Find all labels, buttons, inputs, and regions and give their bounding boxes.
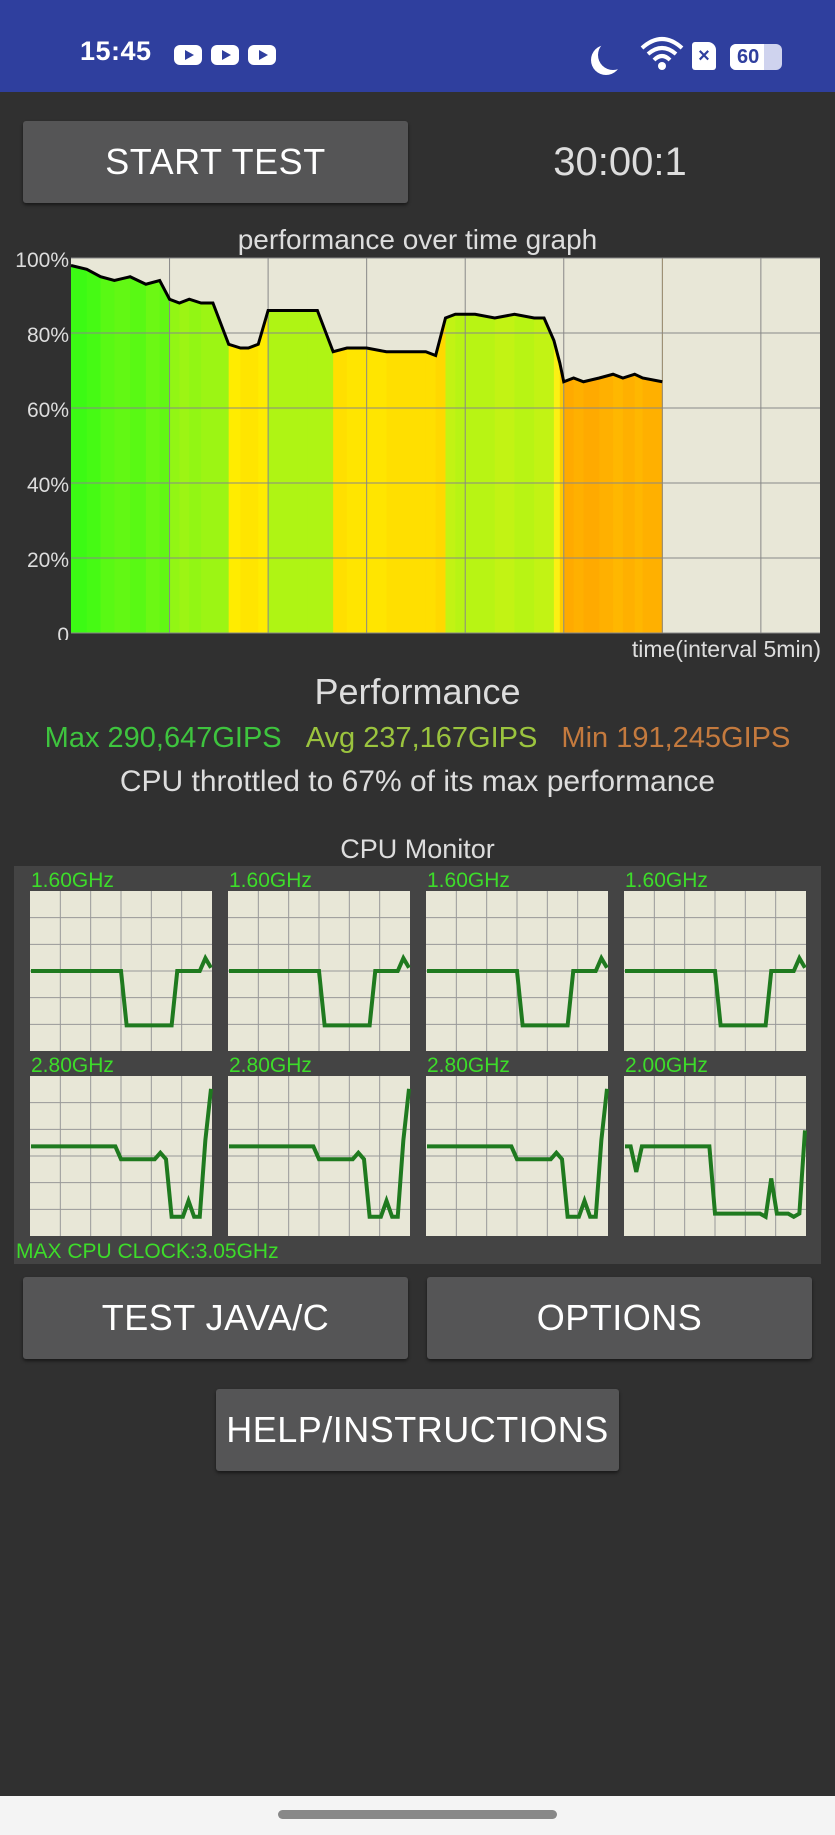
cpu-monitor-panel: 1.60GHz 1.60GHz 1.60GHz 1.60GHz 2.80GHz 2.80G… bbox=[14, 866, 821, 1264]
graph-x-axis-label: time(interval 5min) bbox=[631, 636, 821, 662]
performance-bar bbox=[553, 258, 561, 633]
performance-bar bbox=[465, 258, 476, 633]
performance-bar bbox=[189, 258, 202, 633]
core-frequency-line bbox=[31, 1088, 213, 1219]
performance-bar bbox=[86, 258, 102, 633]
wifi-icon bbox=[640, 37, 684, 70]
performance-bar bbox=[425, 258, 437, 633]
y-tick-label: 100% bbox=[15, 249, 69, 272]
performance-bar bbox=[346, 258, 368, 633]
performance-bar bbox=[317, 258, 334, 633]
max-performance: Max 290,647GIPS bbox=[44, 722, 282, 754]
y-tick-label: 40% bbox=[27, 474, 69, 497]
youtube-icon bbox=[211, 45, 239, 65]
performance-bar bbox=[145, 258, 161, 633]
core-frequency-label: 2.80GHz bbox=[427, 1054, 510, 1077]
youtube-icon bbox=[174, 45, 202, 65]
performance-bar bbox=[613, 258, 624, 633]
core-frequency-line bbox=[31, 953, 213, 1028]
test-java-c-button[interactable]: TEST JAVA/C bbox=[23, 1277, 408, 1359]
throttle-summary: CPU throttled to 67% of its max performa… bbox=[119, 765, 716, 798]
core-frequency-label: 1.60GHz bbox=[625, 869, 708, 892]
navigation-bar bbox=[0, 1796, 835, 1835]
performance-bar bbox=[169, 258, 181, 633]
performance-bar bbox=[179, 258, 190, 633]
performance-bar bbox=[212, 258, 230, 633]
performance-bar bbox=[114, 258, 131, 633]
avg-performance: Avg 237,167GIPS bbox=[305, 722, 538, 754]
core-frequency-line bbox=[625, 1130, 807, 1220]
no-sim-icon: × bbox=[692, 42, 716, 70]
performance-bar bbox=[240, 258, 249, 633]
performance-bar bbox=[534, 258, 545, 633]
performance-bar bbox=[258, 258, 269, 633]
y-tick-label: 60% bbox=[27, 399, 69, 422]
core-frequency-line bbox=[625, 953, 807, 1028]
max-cpu-clock: MAX CPU CLOCK:3.05GHz bbox=[16, 1240, 279, 1263]
youtube-icon bbox=[248, 45, 276, 65]
performance-bar bbox=[494, 258, 516, 633]
core-frequency-label: 1.60GHz bbox=[427, 869, 510, 892]
graph-title: performance over time graph bbox=[237, 224, 598, 255]
performance-line bbox=[70, 264, 663, 384]
performance-bar bbox=[634, 258, 644, 633]
performance-bar bbox=[268, 258, 285, 633]
start-test-button[interactable]: START TEST bbox=[23, 121, 408, 203]
core-frequency-label: 2.80GHz bbox=[31, 1054, 114, 1077]
test-timer: 30:00:1 bbox=[553, 140, 687, 184]
core-frequency-line bbox=[229, 1088, 411, 1219]
core-frequency-label: 2.80GHz bbox=[229, 1054, 312, 1077]
performance-bar bbox=[455, 258, 466, 633]
do-not-disturb-icon bbox=[598, 40, 628, 70]
performance-bar bbox=[130, 258, 147, 633]
performance-bar bbox=[201, 258, 214, 633]
y-tick-label: 80% bbox=[27, 324, 69, 347]
cpu-monitor-title: CPU Monitor bbox=[340, 834, 495, 864]
performance-stats: Max 290,647GIPS Avg 237,167GIPS Min 191,… bbox=[0, 722, 835, 755]
performance-bar bbox=[283, 258, 299, 633]
performance-bar bbox=[297, 258, 309, 633]
performance-bar bbox=[573, 258, 585, 633]
performance-bar bbox=[475, 258, 496, 633]
core-frequency-line bbox=[229, 953, 411, 1028]
performance-bar bbox=[514, 258, 535, 633]
performance-graph: 100% 80% 60% 40% 20% 0 bbox=[15, 249, 820, 640]
y-tick-label: 0 bbox=[57, 624, 69, 640]
min-performance: Min 191,245GIPS bbox=[561, 722, 791, 754]
cpu-core-graphs: 1.60GHz 1.60GHz 1.60GHz 1.60GHz 2.80GHz 2.80G… bbox=[30, 869, 807, 1236]
performance-bar bbox=[544, 258, 555, 633]
home-gesture-handle[interactable] bbox=[278, 1810, 557, 1819]
performance-bar bbox=[248, 258, 259, 633]
battery-level: 60 bbox=[737, 46, 760, 68]
help-instructions-button[interactable]: HELP/INSTRUCTIONS bbox=[216, 1389, 619, 1471]
status-bar: 15:45 × 60 bbox=[0, 0, 835, 92]
core-frequency-label: 1.60GHz bbox=[229, 869, 312, 892]
core-frequency-label: 1.60GHz bbox=[31, 869, 114, 892]
status-time: 15:45 bbox=[80, 36, 152, 66]
performance-bar bbox=[563, 258, 575, 633]
battery-icon: 60 bbox=[730, 44, 782, 70]
performance-bar bbox=[100, 258, 115, 633]
performance-bar bbox=[445, 258, 456, 633]
core-frequency-line bbox=[427, 953, 609, 1028]
performance-bar bbox=[307, 258, 318, 633]
core-frequency-label: 2.00GHz bbox=[625, 1054, 708, 1077]
y-tick-label: 20% bbox=[27, 549, 69, 572]
performance-bar bbox=[71, 258, 88, 633]
options-button[interactable]: OPTIONS bbox=[427, 1277, 812, 1359]
core-frequency-line bbox=[427, 1088, 609, 1219]
performance-bar bbox=[228, 258, 242, 633]
performance-bar bbox=[159, 258, 171, 633]
performance-heading: Performance bbox=[314, 671, 521, 712]
performance-bar bbox=[559, 258, 565, 633]
performance-bar bbox=[435, 258, 447, 633]
